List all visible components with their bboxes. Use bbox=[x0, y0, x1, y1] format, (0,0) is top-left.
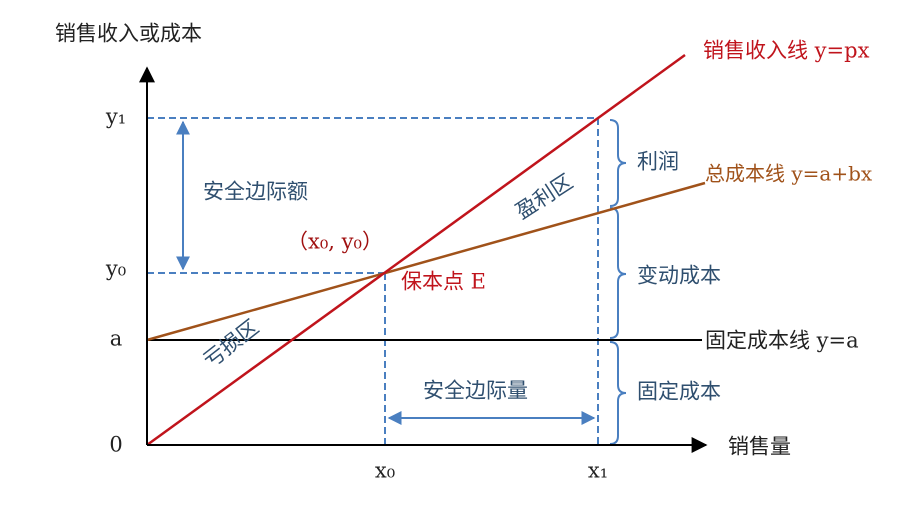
y-axis-title: 销售收入或成本 bbox=[55, 22, 202, 46]
break-even-coords: （x₀, y₀） bbox=[287, 230, 383, 254]
y-label: a bbox=[110, 327, 123, 351]
total-cost-label: 总成本线 y=a+bx bbox=[705, 162, 873, 186]
profit-annotation: 利润 bbox=[637, 150, 679, 174]
profit-zone: 盈利区 bbox=[511, 170, 577, 224]
brace-variable bbox=[609, 207, 627, 339]
brace-fixed bbox=[609, 341, 627, 445]
total-cost-line bbox=[146, 181, 706, 342]
x-axis-title: 销售量 bbox=[728, 435, 791, 459]
x-label: x₀ bbox=[375, 459, 395, 483]
revenue-label: 销售收入线 y=px bbox=[703, 39, 870, 63]
brace-profit bbox=[609, 119, 627, 207]
y-label: y₁ bbox=[105, 105, 126, 129]
revenue-line bbox=[146, 53, 686, 447]
fixed-cost-annotation: 固定成本 bbox=[637, 380, 721, 404]
x-label: x₁ bbox=[588, 459, 608, 483]
y-label: 0 bbox=[109, 433, 122, 457]
y-label: y₀ bbox=[105, 257, 126, 281]
safety-amount-annotation: 安全边际额 bbox=[203, 180, 308, 204]
fixed-cost-label: 固定成本线 y=a bbox=[705, 329, 859, 353]
break-even-label: 保本点 E bbox=[401, 270, 486, 294]
variable-cost-annotation: 变动成本 bbox=[637, 264, 721, 288]
safety-volume-annotation: 安全边际量 bbox=[423, 379, 528, 403]
